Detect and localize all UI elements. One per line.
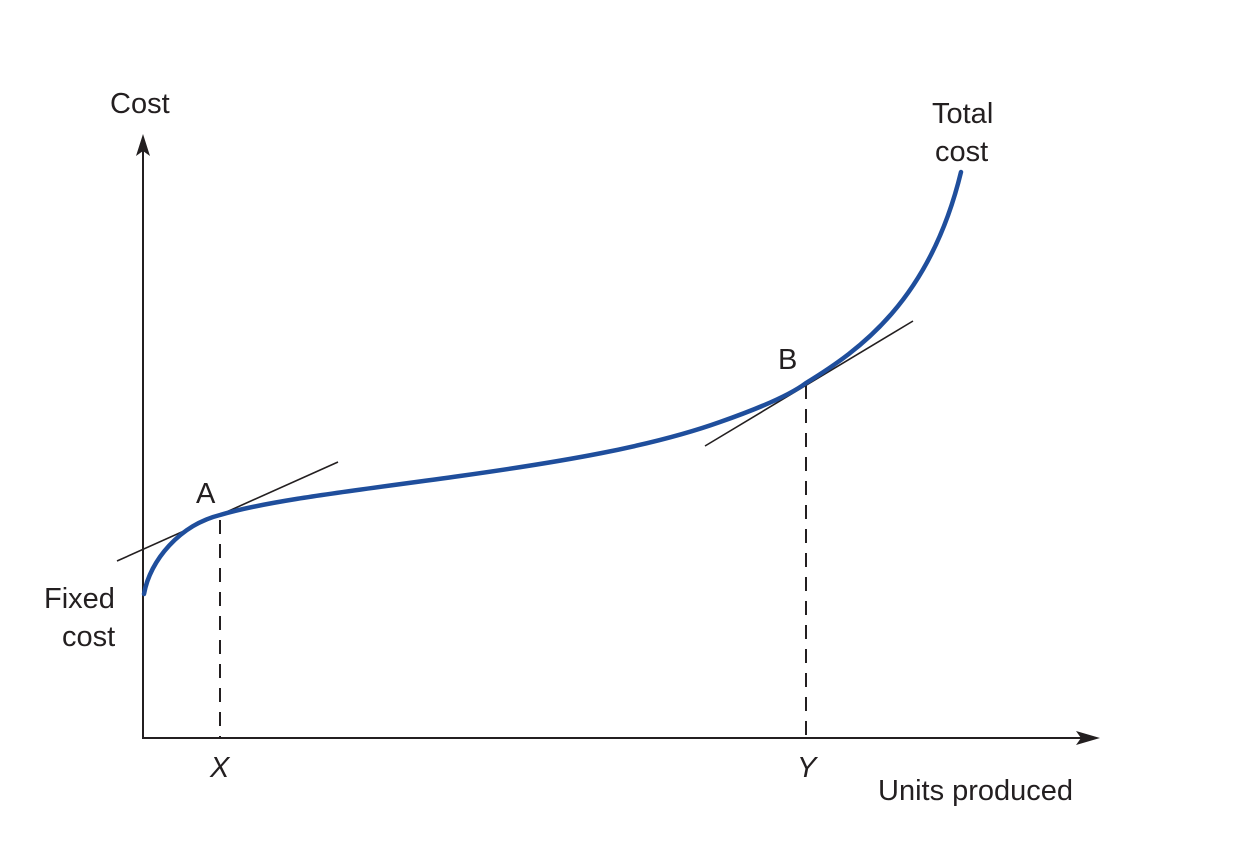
y-tick-label: Y	[797, 752, 819, 784]
total-cost-label-line2: cost	[935, 136, 988, 168]
x-tick-label: X	[209, 752, 231, 784]
point-b-label: B	[778, 344, 797, 376]
point-a-label: A	[196, 478, 216, 510]
x-axis-label: Units produced	[878, 775, 1073, 807]
fixed-cost-label-line2: cost	[62, 621, 115, 653]
total-cost-label-line1: Total	[932, 98, 993, 130]
x-axis-arrow-icon	[1076, 731, 1100, 745]
total-cost-curve	[141, 169, 964, 597]
y-axis-arrow-icon	[136, 134, 150, 156]
y-axis-label: Cost	[110, 88, 170, 120]
fixed-cost-label-line1: Fixed	[44, 583, 115, 615]
